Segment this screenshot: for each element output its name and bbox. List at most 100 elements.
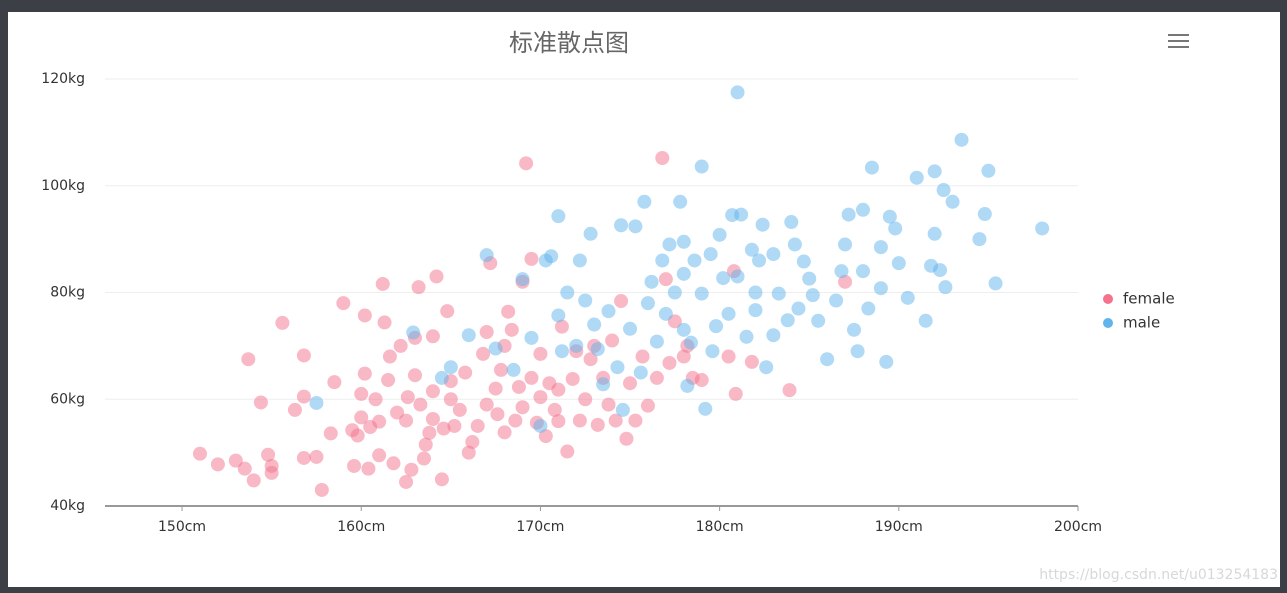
point xyxy=(554,319,569,334)
point xyxy=(739,329,754,344)
point xyxy=(296,389,311,404)
point xyxy=(237,461,252,476)
point xyxy=(497,425,512,440)
point xyxy=(572,413,587,428)
point xyxy=(628,413,643,428)
point xyxy=(705,344,720,359)
point xyxy=(755,217,770,232)
point xyxy=(601,304,616,319)
point xyxy=(855,264,870,279)
point xyxy=(649,370,664,385)
point xyxy=(977,207,992,222)
point xyxy=(425,411,440,426)
point xyxy=(933,263,948,278)
point xyxy=(766,247,781,262)
point xyxy=(357,366,372,381)
point xyxy=(515,400,530,415)
point xyxy=(615,402,630,417)
point xyxy=(614,218,629,233)
point xyxy=(623,376,638,391)
point xyxy=(246,473,261,488)
legend-marker xyxy=(1103,318,1113,328)
point xyxy=(855,202,870,217)
point xyxy=(683,335,698,350)
point xyxy=(434,370,449,385)
point xyxy=(662,237,677,252)
point xyxy=(407,368,422,383)
point xyxy=(440,304,455,319)
point xyxy=(673,194,688,209)
point xyxy=(436,421,451,436)
point xyxy=(614,294,629,309)
point xyxy=(361,461,376,476)
point xyxy=(891,256,906,271)
point xyxy=(945,194,960,209)
point xyxy=(655,150,670,165)
point xyxy=(565,371,580,386)
point xyxy=(601,397,616,412)
point xyxy=(787,237,802,252)
point xyxy=(927,164,942,179)
point xyxy=(515,272,530,287)
x-tick-label: 180cm xyxy=(696,519,744,535)
point xyxy=(323,426,338,441)
point xyxy=(744,242,759,257)
point xyxy=(873,240,888,255)
point xyxy=(744,354,759,369)
point xyxy=(988,276,1003,291)
point xyxy=(811,313,826,328)
point xyxy=(524,251,539,266)
point xyxy=(228,453,243,468)
point xyxy=(590,342,605,357)
point xyxy=(400,390,415,405)
point xyxy=(879,354,894,369)
point xyxy=(780,313,795,328)
point xyxy=(721,349,736,364)
point xyxy=(533,418,548,433)
y-tick-label: 60kg xyxy=(50,391,85,407)
point xyxy=(261,447,276,462)
point xyxy=(658,272,673,287)
point xyxy=(551,414,566,429)
point xyxy=(637,194,652,209)
point xyxy=(390,405,405,420)
point xyxy=(368,392,383,407)
point xyxy=(784,215,799,230)
point xyxy=(470,418,485,433)
point xyxy=(649,334,664,349)
point xyxy=(488,381,503,396)
point xyxy=(802,271,817,286)
point xyxy=(716,271,731,286)
point xyxy=(829,293,844,308)
legend-label: female xyxy=(1123,290,1175,308)
point xyxy=(888,221,903,236)
point xyxy=(873,281,888,296)
y-tick-label: 80kg xyxy=(50,285,85,301)
point xyxy=(587,317,602,332)
point xyxy=(834,264,849,279)
point xyxy=(730,85,745,100)
point xyxy=(488,341,503,356)
point xyxy=(900,290,915,305)
point xyxy=(479,397,494,412)
point xyxy=(766,328,781,343)
point xyxy=(479,324,494,339)
point xyxy=(796,254,811,269)
point xyxy=(694,373,709,388)
point xyxy=(730,269,745,284)
point xyxy=(721,306,736,321)
point xyxy=(511,379,526,394)
y-tick-label: 120kg xyxy=(41,71,85,87)
point xyxy=(347,458,362,473)
point xyxy=(519,156,534,171)
point xyxy=(554,344,569,359)
point xyxy=(583,352,598,367)
point xyxy=(296,450,311,465)
point xyxy=(425,329,440,344)
point xyxy=(452,402,467,417)
point xyxy=(619,431,634,446)
point xyxy=(416,451,431,466)
point xyxy=(406,325,421,340)
point xyxy=(578,293,593,308)
menu-button[interactable] xyxy=(1166,30,1190,52)
